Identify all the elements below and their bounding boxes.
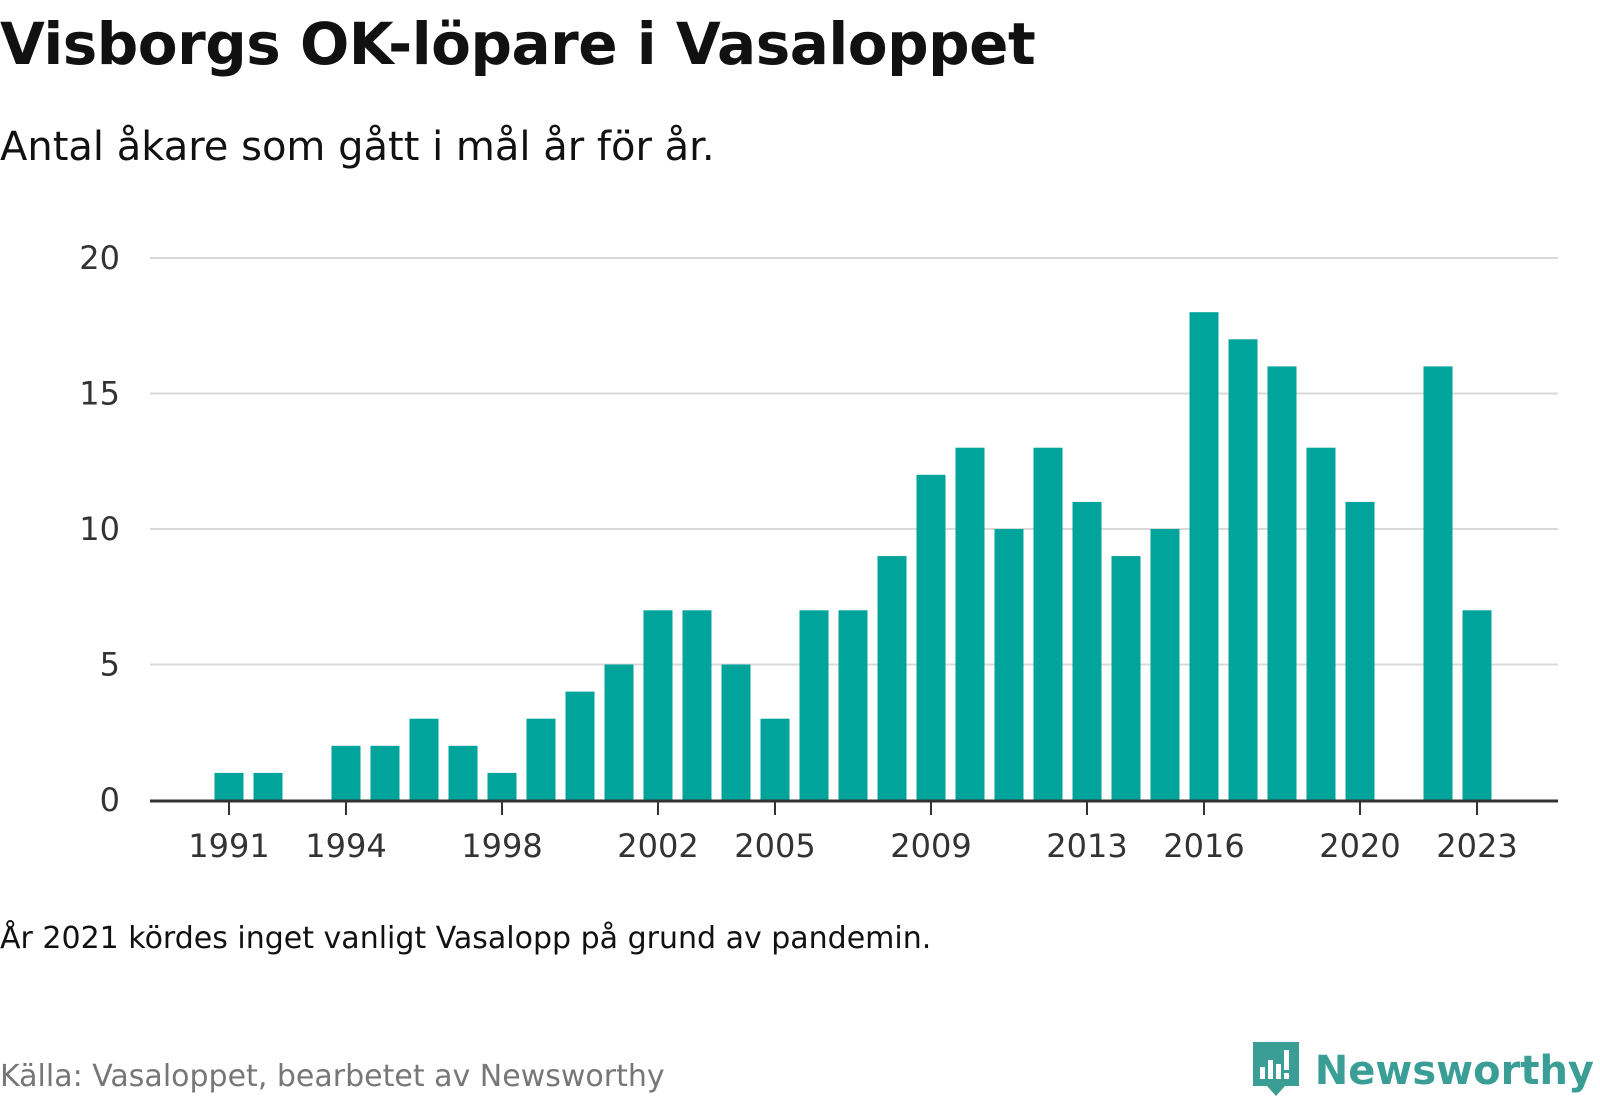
bar-2002 [643,610,673,800]
bar-1994 [331,745,361,800]
bar-2004 [721,664,751,800]
bar-1999 [526,718,556,800]
x-tick-label: 1994 [305,827,386,865]
x-tick-label: 2020 [1319,827,1400,865]
x-tick-label: 2009 [890,827,971,865]
bar-2007 [838,610,868,800]
bar-2016 [1189,312,1219,800]
bar-2010 [955,447,985,800]
chart-subtitle: Antal åkare som gått i mål år för år. [0,124,715,170]
bar-2018 [1267,366,1297,800]
y-tick-label: 0 [100,781,120,819]
x-tick-label: 2013 [1046,827,1127,865]
bar-1991 [214,772,244,800]
bar-2003 [682,610,712,800]
bar-1996 [409,718,439,800]
bar-1997 [448,745,478,800]
x-tick-label: 1991 [188,827,269,865]
bar-2011 [994,529,1024,800]
bar-2013 [1072,501,1102,800]
x-tick-label: 1998 [461,827,542,865]
brand-logo[interactable]: Newsworthy [1251,1040,1594,1102]
bar-2008 [877,556,907,800]
bar-2019 [1306,447,1336,800]
bar-2000 [565,691,595,800]
bar-2001 [604,664,634,800]
x-tick-label: 2002 [617,827,698,865]
y-tick-label: 10 [79,510,120,548]
bar-2012 [1033,447,1063,800]
bar-chart-speech-bubble-icon [1251,1040,1301,1102]
bar-1992 [253,772,283,800]
bar-2022 [1423,366,1453,800]
x-tick-label: 2016 [1163,827,1244,865]
y-tick-label: 5 [100,646,120,684]
bar-chart: 0 5 10 15 20 1991 1994 1998 2002 2005 2009 2013 201… [79,239,1558,865]
bar-2005 [760,718,790,800]
chart-title: Visborgs OK-löpare i Vasaloppet [0,10,1036,78]
bar-2023 [1462,610,1492,800]
x-tick-label: 2023 [1436,827,1517,865]
bar-1998 [487,772,517,800]
bar-2006 [799,610,829,800]
y-axis-ticks: 0 5 10 15 20 [79,239,120,819]
source-credit: Källa: Vasaloppet, bearbetet av Newswort… [0,1059,665,1094]
bar-2009 [916,474,946,800]
bar-2015 [1150,529,1180,800]
bar-2014 [1111,556,1141,800]
x-axis: 1991 1994 1998 2002 2005 2009 2013 2016 2020 2023 [150,799,1558,865]
x-tick-label: 2005 [734,827,815,865]
y-tick-label: 20 [79,239,120,277]
bars [214,312,1492,800]
bar-2017 [1228,339,1258,800]
bar-1995 [370,745,400,800]
footnote: År 2021 kördes inget vanligt Vasalopp på… [0,921,932,956]
brand-name: Newsworthy [1314,1048,1594,1094]
bar-2020 [1345,501,1375,800]
y-tick-label: 15 [79,375,120,413]
